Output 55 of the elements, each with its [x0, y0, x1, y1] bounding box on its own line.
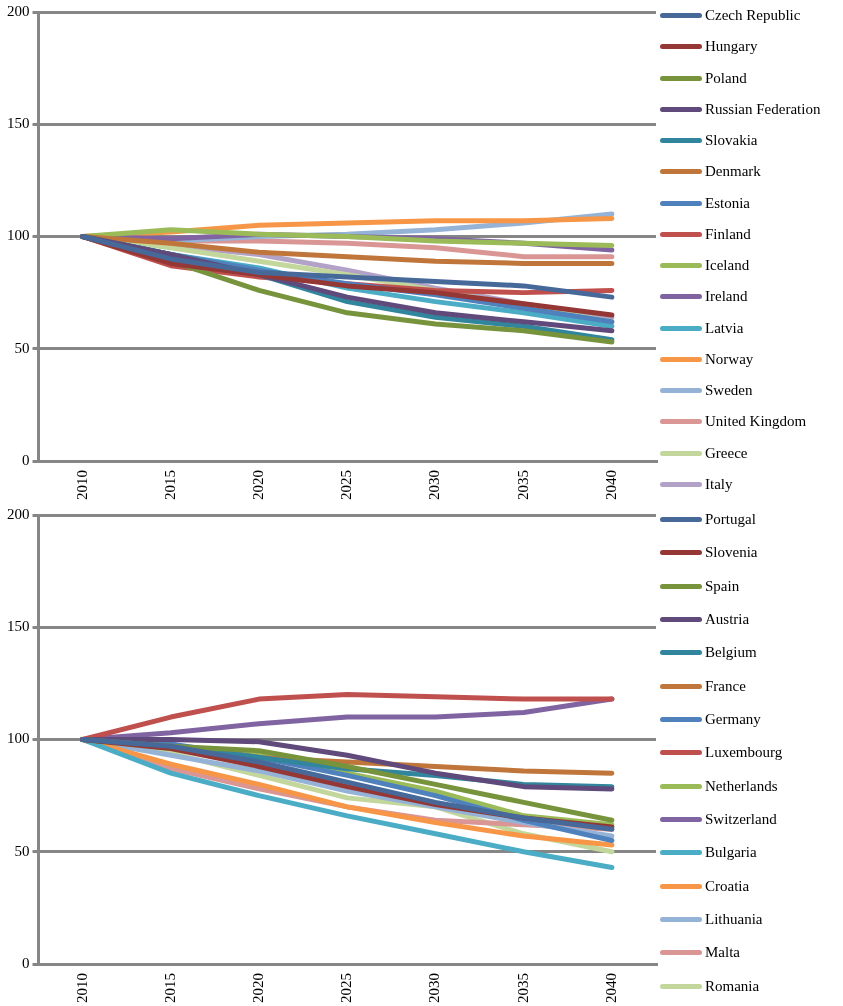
y-tick-label: 100 — [7, 227, 30, 244]
legend-label: Lithuania — [705, 911, 763, 929]
legend-label: Croatia — [705, 877, 750, 895]
legend-label: Portugal — [705, 511, 756, 529]
legend-label: Spain — [705, 577, 740, 595]
legend-label: Germany — [705, 711, 761, 729]
legend-label: Denmark — [705, 163, 761, 181]
legend-label: Ireland — [705, 288, 748, 306]
x-tick-label: 2035 — [514, 470, 531, 500]
legend-label: Finland — [705, 225, 751, 243]
y-tick-label: 150 — [7, 618, 30, 635]
y-tick-label: 200 — [7, 2, 30, 19]
y-tick-label: 0 — [22, 954, 30, 971]
legend-label: Poland — [705, 69, 747, 87]
legend-label: Austria — [705, 611, 750, 629]
legend-label: Czech Republic — [705, 7, 801, 25]
legend-label: Slovakia — [705, 132, 758, 150]
x-tick-label: 2020 — [249, 973, 266, 1003]
legend-label: Romania — [705, 977, 760, 995]
legend-label: France — [705, 677, 746, 695]
legend-label: Russian Federation — [705, 100, 821, 118]
x-tick-label: 2020 — [249, 470, 266, 500]
y-tick-label: 200 — [7, 505, 30, 522]
legend-label: Netherlands — [705, 777, 778, 795]
y-tick-label: 50 — [14, 339, 30, 356]
legend-label: Sweden — [705, 382, 753, 400]
x-tick-label: 2015 — [161, 470, 178, 500]
legend-label: United Kingdom — [705, 413, 807, 431]
x-tick-label: 2040 — [602, 973, 619, 1003]
x-tick-label: 2025 — [338, 470, 355, 500]
x-tick-label: 2030 — [426, 470, 443, 500]
y-tick-label: 100 — [7, 730, 30, 747]
legend-label: Estonia — [705, 194, 750, 212]
legend-label: Luxembourg — [705, 744, 783, 762]
legend-label: Iceland — [705, 257, 750, 275]
legend-label: Latvia — [705, 319, 744, 337]
legend-label: Bulgaria — [705, 844, 757, 862]
legend-label: Norway — [705, 350, 754, 368]
legend-label: Italy — [705, 475, 733, 493]
x-tick-label: 2010 — [73, 470, 90, 500]
legend-label: Slovenia — [705, 544, 758, 562]
x-tick-label: 2025 — [338, 973, 355, 1003]
y-tick-label: 50 — [14, 842, 30, 859]
legend-label: Malta — [705, 944, 740, 962]
x-tick-label: 2015 — [161, 973, 178, 1003]
x-tick-label: 2040 — [602, 470, 619, 500]
y-tick-label: 0 — [22, 451, 30, 468]
legend-label: Switzerland — [705, 811, 777, 829]
x-tick-label: 2010 — [73, 973, 90, 1003]
legend-label: Belgium — [705, 644, 757, 662]
legend-label: Greece — [705, 444, 748, 462]
x-tick-label: 2030 — [426, 973, 443, 1003]
y-tick-label: 150 — [7, 115, 30, 132]
legend-label: Hungary — [705, 38, 758, 56]
x-tick-label: 2035 — [514, 973, 531, 1003]
